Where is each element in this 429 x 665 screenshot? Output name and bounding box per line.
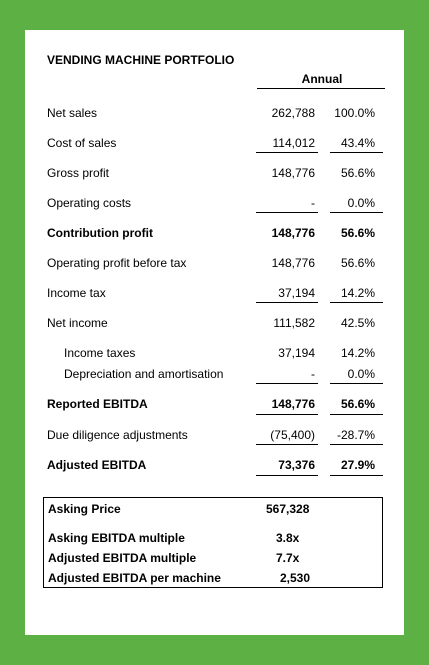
row-value: 148,776 [271, 256, 315, 270]
row-value: 148,776 [271, 397, 315, 411]
row-net-income: Net income 111,582 42.5% [25, 316, 404, 334]
subtotal-rule [256, 444, 318, 445]
row-value: 111,582 [273, 316, 315, 330]
row-value: 148,776 [271, 226, 315, 240]
row-percent: 56.6% [340, 166, 375, 180]
row-value: - [311, 367, 315, 381]
subtotal-rule [330, 383, 383, 384]
summary-value-asking-price: 567,328 [266, 502, 310, 516]
report-sheet: VENDING MACHINE PORTFOLIO Annual Net sal… [25, 30, 404, 635]
summary-value-per-machine: 2,530 [280, 571, 311, 585]
row-label: Net sales [47, 106, 98, 120]
subtotal-rule [256, 212, 318, 213]
row-contribution-profit: Contribution profit 148,776 56.6% [25, 226, 404, 244]
row-percent: 43.4% [340, 136, 375, 150]
row-gross-profit: Gross profit 148,776 56.6% [25, 166, 404, 184]
row-reported-ebitda: Reported EBITDA 148,776 56.6% [25, 397, 404, 415]
row-income-tax: Income tax 37,194 14.2% [25, 286, 404, 304]
summary-label-asking-multiple: Asking EBITDA multiple [48, 531, 185, 545]
row-percent: 14.2% [340, 286, 375, 300]
row-percent: 56.6% [340, 397, 375, 411]
row-percent: 56.6% [340, 226, 375, 240]
row-label: Adjusted EBITDA [47, 458, 147, 472]
row-label: Contribution profit [47, 226, 153, 240]
row-label: Income tax [47, 286, 106, 300]
row-label: Net income [47, 316, 108, 330]
subtotal-rule [330, 212, 383, 213]
row-percent: 100.0% [334, 106, 375, 120]
row-label: Income taxes [64, 346, 136, 360]
subtotal-rule [256, 383, 318, 384]
row-percent: 56.6% [340, 256, 375, 270]
row-percent: 42.5% [340, 316, 375, 330]
row-value: 73,376 [278, 458, 315, 472]
row-percent: 0.0% [347, 196, 375, 210]
row-label: Operating costs [47, 196, 132, 210]
subtotal-rule [330, 302, 383, 303]
row-percent: 27.9% [340, 458, 375, 472]
report-title: VENDING MACHINE PORTFOLIO [47, 53, 235, 67]
row-value: 114,012 [272, 136, 316, 150]
row-adjusted-ebitda: Adjusted EBITDA 73,376 27.9% [25, 458, 404, 476]
row-label: Due diligence adjustments [47, 428, 188, 442]
column-header-annual: Annual [301, 72, 343, 86]
row-operating-profit-before-tax: Operating profit before tax 148,776 56.6… [25, 256, 404, 274]
row-percent: -28.7% [336, 428, 375, 442]
row-percent: 0.0% [347, 367, 375, 381]
row-net-sales: Net sales 262,788 100.0% [25, 106, 404, 124]
row-label: Gross profit [47, 166, 110, 180]
subtotal-rule [330, 444, 383, 445]
summary-box: Asking Price 567,328 Asking EBITDA multi… [43, 497, 383, 588]
summary-label-asking-price: Asking Price [48, 502, 121, 516]
row-label: Depreciation and amortisation [64, 367, 224, 381]
summary-value-adjusted-multiple: 7.7x [276, 551, 300, 565]
row-value: 148,776 [271, 166, 315, 180]
header-underline [257, 88, 385, 89]
row-due-diligence-adjustments: Due diligence adjustments (75,400) -28.7… [25, 428, 404, 446]
row-value: 262,788 [271, 106, 315, 120]
row-value: 37,194 [278, 346, 315, 360]
row-value: - [311, 196, 315, 210]
total-rule [330, 475, 383, 476]
row-cost-of-sales: Cost of sales 114,012 43.4% [25, 136, 404, 154]
total-rule [256, 414, 318, 415]
summary-value-asking-multiple: 3.8x [276, 531, 300, 545]
row-value: (75,400) [270, 428, 315, 442]
subtotal-rule [256, 302, 318, 303]
row-value: 37,194 [278, 286, 315, 300]
total-rule [256, 475, 318, 476]
row-income-taxes: Income taxes 37,194 14.2% [25, 346, 404, 364]
summary-label-adjusted-multiple: Adjusted EBITDA multiple [48, 551, 197, 565]
summary-label-per-machine: Adjusted EBITDA per machine [48, 571, 221, 585]
subtotal-rule [256, 152, 318, 153]
row-percent: 14.2% [340, 346, 375, 360]
row-label: Reported EBITDA [47, 397, 148, 411]
row-label: Cost of sales [47, 136, 117, 150]
row-label: Operating profit before tax [47, 256, 187, 270]
row-operating-costs: Operating costs - 0.0% [25, 196, 404, 214]
total-rule [330, 414, 383, 415]
row-depreciation-amortisation: Depreciation and amortisation - 0.0% [25, 367, 404, 385]
subtotal-rule [330, 152, 383, 153]
